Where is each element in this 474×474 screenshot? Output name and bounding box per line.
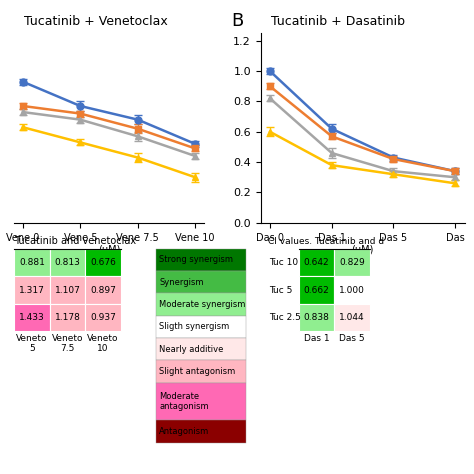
Text: Das 5: Das 5 <box>339 334 365 343</box>
Text: B: B <box>231 12 243 30</box>
Text: Tucatinib and venetoclax: Tucatinib and venetoclax <box>14 237 137 246</box>
Text: 1.107: 1.107 <box>55 286 81 294</box>
Text: Moderate synergism: Moderate synergism <box>159 300 246 309</box>
Text: 1.178: 1.178 <box>55 313 81 322</box>
Text: Antagonism: Antagonism <box>159 427 210 436</box>
Text: 1.000: 1.000 <box>339 286 365 294</box>
Text: Veneto
5: Veneto 5 <box>16 334 48 353</box>
Text: 0.642: 0.642 <box>303 258 329 267</box>
X-axis label: (μM): (μM) <box>98 245 120 255</box>
X-axis label: (μM): (μM) <box>351 245 374 255</box>
Text: Veneto
7.5: Veneto 7.5 <box>52 334 83 353</box>
Text: 0.813: 0.813 <box>55 258 81 267</box>
Text: 0.676: 0.676 <box>90 258 116 267</box>
Text: Tucatinib + Venetoclax: Tucatinib + Venetoclax <box>24 15 167 28</box>
Text: Sligth synergism: Sligth synergism <box>159 322 229 331</box>
Text: Strong synergism: Strong synergism <box>159 255 233 264</box>
Text: 0.838: 0.838 <box>303 313 329 322</box>
Text: 0.897: 0.897 <box>90 286 116 294</box>
Text: Tucatinib + Dasatinib: Tucatinib + Dasatinib <box>271 15 405 28</box>
Text: Synergism: Synergism <box>159 278 204 287</box>
Text: 0.881: 0.881 <box>19 258 45 267</box>
Text: Moderate
antagonism: Moderate antagonism <box>159 392 209 411</box>
Text: 0.937: 0.937 <box>90 313 116 322</box>
Text: Tuc 5: Tuc 5 <box>269 286 292 294</box>
Text: Slight antagonism: Slight antagonism <box>159 367 236 376</box>
Text: 0.829: 0.829 <box>339 258 365 267</box>
Text: Das 1: Das 1 <box>303 334 329 343</box>
Text: 1.433: 1.433 <box>19 313 45 322</box>
Text: CI values. Tucatinib and d: CI values. Tucatinib and d <box>268 237 384 246</box>
Text: 1.317: 1.317 <box>19 286 45 294</box>
Text: Veneto
10: Veneto 10 <box>87 334 119 353</box>
Text: Tuc 2.5: Tuc 2.5 <box>269 313 301 322</box>
Text: Nearly additive: Nearly additive <box>159 345 224 354</box>
Text: 0.662: 0.662 <box>303 286 329 294</box>
Text: Tuc 10: Tuc 10 <box>269 258 298 267</box>
Text: 1.044: 1.044 <box>339 313 365 322</box>
